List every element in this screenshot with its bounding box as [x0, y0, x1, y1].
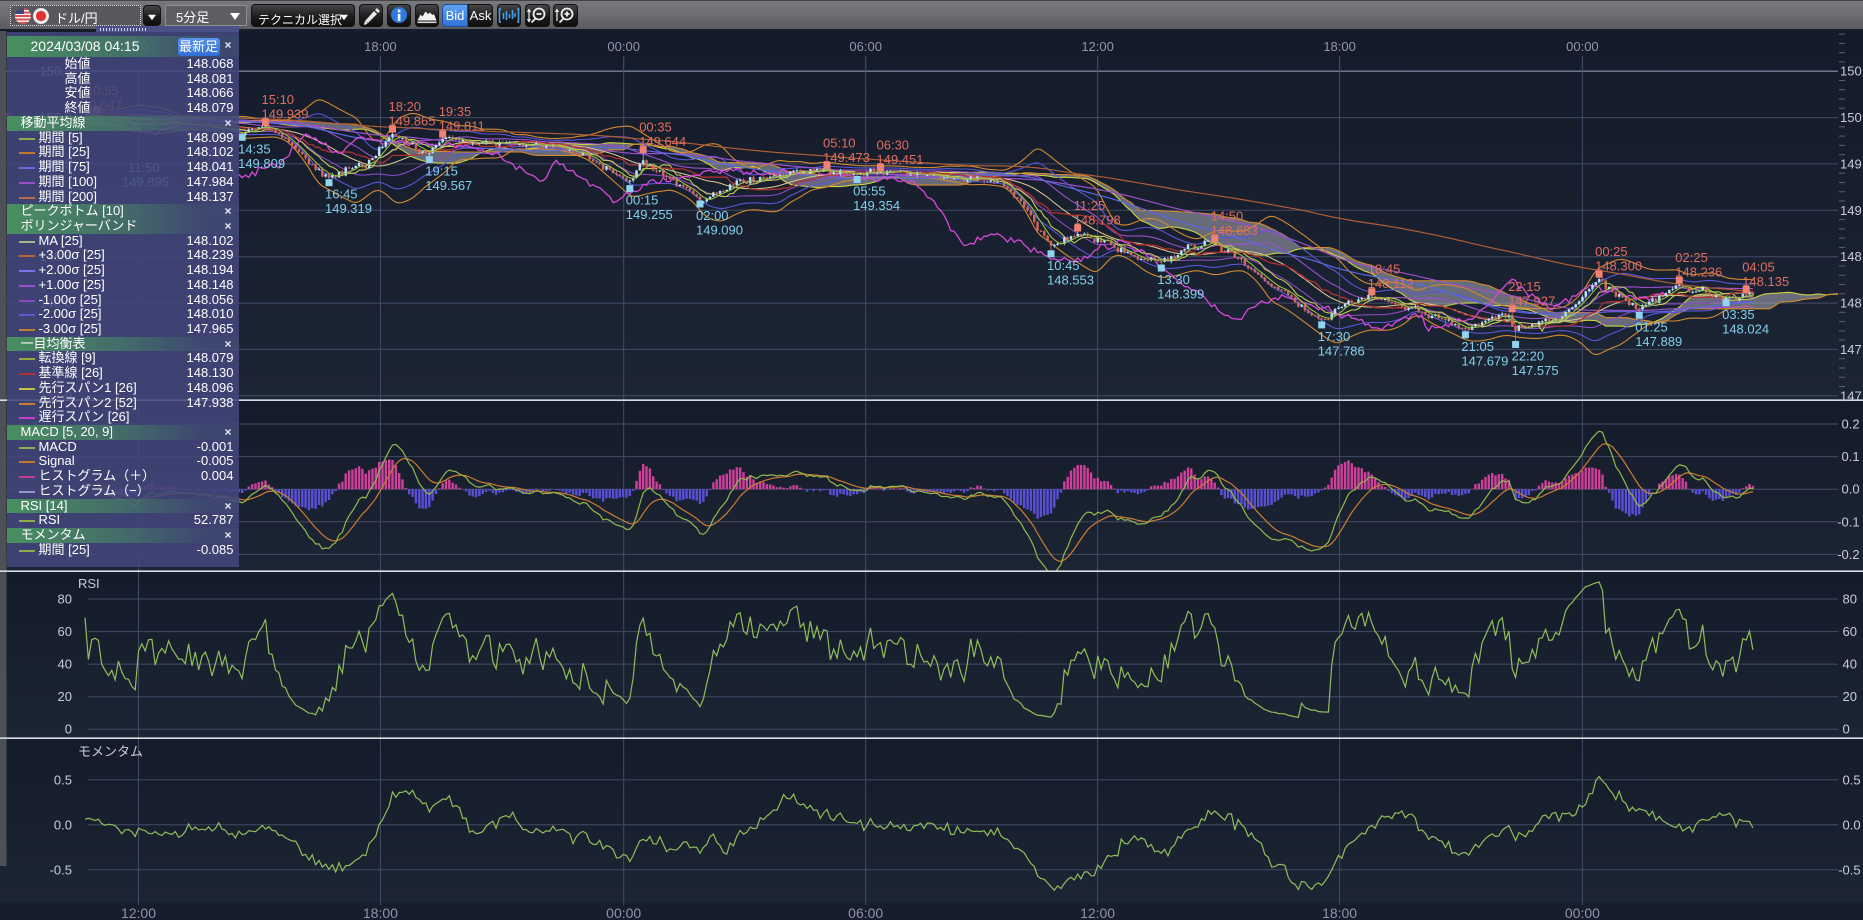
svg-text:12:00: 12:00 — [1080, 905, 1115, 920]
svg-text:00:00: 00:00 — [1565, 905, 1600, 920]
svg-text:00:35: 00:35 — [639, 120, 672, 135]
svg-text:-0.2: -0.2 — [1837, 547, 1859, 562]
svg-text:00:00: 00:00 — [1566, 39, 1599, 54]
svg-text:148.024: 148.024 — [1722, 321, 1769, 336]
svg-text:148.135: 148.135 — [1742, 274, 1789, 289]
svg-text:12:00: 12:00 — [121, 905, 156, 920]
svg-text:19:35: 19:35 — [439, 104, 472, 119]
svg-text:02:00: 02:00 — [696, 208, 729, 223]
svg-text:149.5: 149.5 — [1840, 156, 1863, 171]
svg-text:0.5: 0.5 — [54, 772, 72, 787]
svg-text:0.0: 0.0 — [1843, 817, 1861, 832]
svg-text:00:00: 00:00 — [606, 905, 641, 920]
svg-text:147.679: 147.679 — [1461, 353, 1508, 368]
svg-text:147.5: 147.5 — [1840, 342, 1863, 357]
svg-text:18:00: 18:00 — [1323, 39, 1356, 54]
svg-text:80: 80 — [58, 592, 72, 607]
svg-text:18:20: 18:20 — [389, 99, 422, 114]
svg-text:148.300: 148.300 — [1595, 259, 1642, 274]
svg-text:06:00: 06:00 — [849, 39, 882, 54]
svg-text:20: 20 — [58, 689, 72, 704]
svg-text:147.889: 147.889 — [1635, 334, 1682, 349]
svg-text:0: 0 — [1843, 722, 1850, 737]
svg-text:10:45: 10:45 — [1047, 258, 1080, 273]
svg-text:149.354: 149.354 — [853, 198, 900, 213]
svg-text:21:05: 21:05 — [1461, 339, 1494, 354]
svg-text:148.399: 148.399 — [1157, 287, 1204, 302]
svg-text:04:05: 04:05 — [1742, 260, 1775, 275]
svg-text:147.786: 147.786 — [1318, 343, 1365, 358]
svg-text:149.567: 149.567 — [425, 178, 472, 193]
svg-text:147.927: 147.927 — [1508, 293, 1555, 308]
svg-text:16:45: 16:45 — [325, 187, 358, 202]
svg-text:148.5: 148.5 — [1840, 249, 1863, 264]
svg-text:40: 40 — [58, 657, 72, 672]
svg-text:03:35: 03:35 — [1722, 307, 1755, 322]
svg-text:-0.5: -0.5 — [50, 862, 72, 877]
svg-text:0.2: 0.2 — [1842, 417, 1860, 432]
svg-text:18:45: 18:45 — [1368, 262, 1401, 277]
svg-text:12:00: 12:00 — [1081, 39, 1114, 54]
svg-text:20: 20 — [1843, 689, 1857, 704]
svg-text:22:15: 22:15 — [1508, 279, 1541, 294]
svg-text:149.451: 149.451 — [877, 152, 924, 167]
svg-text:14:50: 14:50 — [1211, 209, 1244, 224]
svg-text:60: 60 — [1843, 624, 1857, 639]
svg-text:01:25: 01:25 — [1635, 319, 1668, 334]
svg-text:17:30: 17:30 — [1318, 329, 1351, 344]
svg-text:13:30: 13:30 — [1157, 272, 1190, 287]
svg-text:00:15: 00:15 — [626, 193, 659, 208]
svg-text:148.798: 148.798 — [1074, 213, 1121, 228]
svg-text:19:15: 19:15 — [425, 164, 458, 179]
svg-text:149.255: 149.255 — [626, 207, 673, 222]
svg-text:148.112: 148.112 — [1368, 276, 1414, 291]
svg-text:0: 0 — [65, 722, 72, 737]
svg-text:18:00: 18:00 — [363, 905, 398, 920]
svg-text:-0.1: -0.1 — [1837, 514, 1859, 529]
svg-text:18:00: 18:00 — [1322, 905, 1357, 920]
svg-text:149.865: 149.865 — [389, 114, 436, 129]
svg-text:0.0: 0.0 — [1842, 482, 1860, 497]
svg-text:60: 60 — [58, 624, 72, 639]
svg-text:149.644: 149.644 — [639, 134, 686, 149]
svg-text:15:10: 15:10 — [262, 92, 295, 107]
svg-text:148.0: 148.0 — [1840, 296, 1863, 311]
svg-text:149.473: 149.473 — [823, 150, 870, 165]
svg-text:-0.5: -0.5 — [1838, 862, 1860, 877]
svg-text:0.5: 0.5 — [1843, 772, 1861, 787]
svg-text:06:00: 06:00 — [848, 905, 883, 920]
svg-text:0.0: 0.0 — [54, 817, 72, 832]
svg-text:150.5: 150.5 — [1840, 64, 1863, 79]
svg-text:150.0: 150.0 — [1840, 110, 1863, 125]
svg-text:14:35: 14:35 — [238, 141, 271, 156]
svg-text:RSI: RSI — [78, 576, 100, 591]
svg-text:11:25: 11:25 — [1074, 198, 1106, 213]
svg-text:149.319: 149.319 — [325, 201, 372, 216]
svg-text:22:20: 22:20 — [1512, 349, 1545, 364]
svg-text:149.811: 149.811 — [439, 119, 485, 134]
svg-text:149.090: 149.090 — [696, 223, 743, 238]
svg-text:148.236: 148.236 — [1675, 265, 1722, 280]
svg-text:147.0: 147.0 — [1840, 388, 1863, 403]
svg-text:80: 80 — [1843, 592, 1857, 607]
svg-text:0.1: 0.1 — [1842, 449, 1860, 464]
svg-text:00:25: 00:25 — [1595, 244, 1628, 259]
svg-text:05:10: 05:10 — [823, 135, 856, 150]
svg-text:02:25: 02:25 — [1675, 250, 1708, 265]
svg-text:00:00: 00:00 — [607, 39, 640, 54]
svg-text:148.553: 148.553 — [1047, 272, 1094, 287]
svg-text:モメンタム: モメンタム — [78, 744, 143, 759]
svg-text:40: 40 — [1843, 657, 1857, 672]
svg-text:148.683: 148.683 — [1211, 223, 1258, 238]
svg-text:05:55: 05:55 — [853, 184, 886, 199]
svg-text:149.939: 149.939 — [262, 107, 309, 122]
svg-text:18:00: 18:00 — [364, 39, 397, 54]
svg-text:06:30: 06:30 — [877, 138, 910, 153]
svg-text:149.0: 149.0 — [1840, 203, 1863, 218]
svg-text:147.575: 147.575 — [1512, 363, 1559, 378]
svg-text:149.809: 149.809 — [238, 156, 285, 171]
